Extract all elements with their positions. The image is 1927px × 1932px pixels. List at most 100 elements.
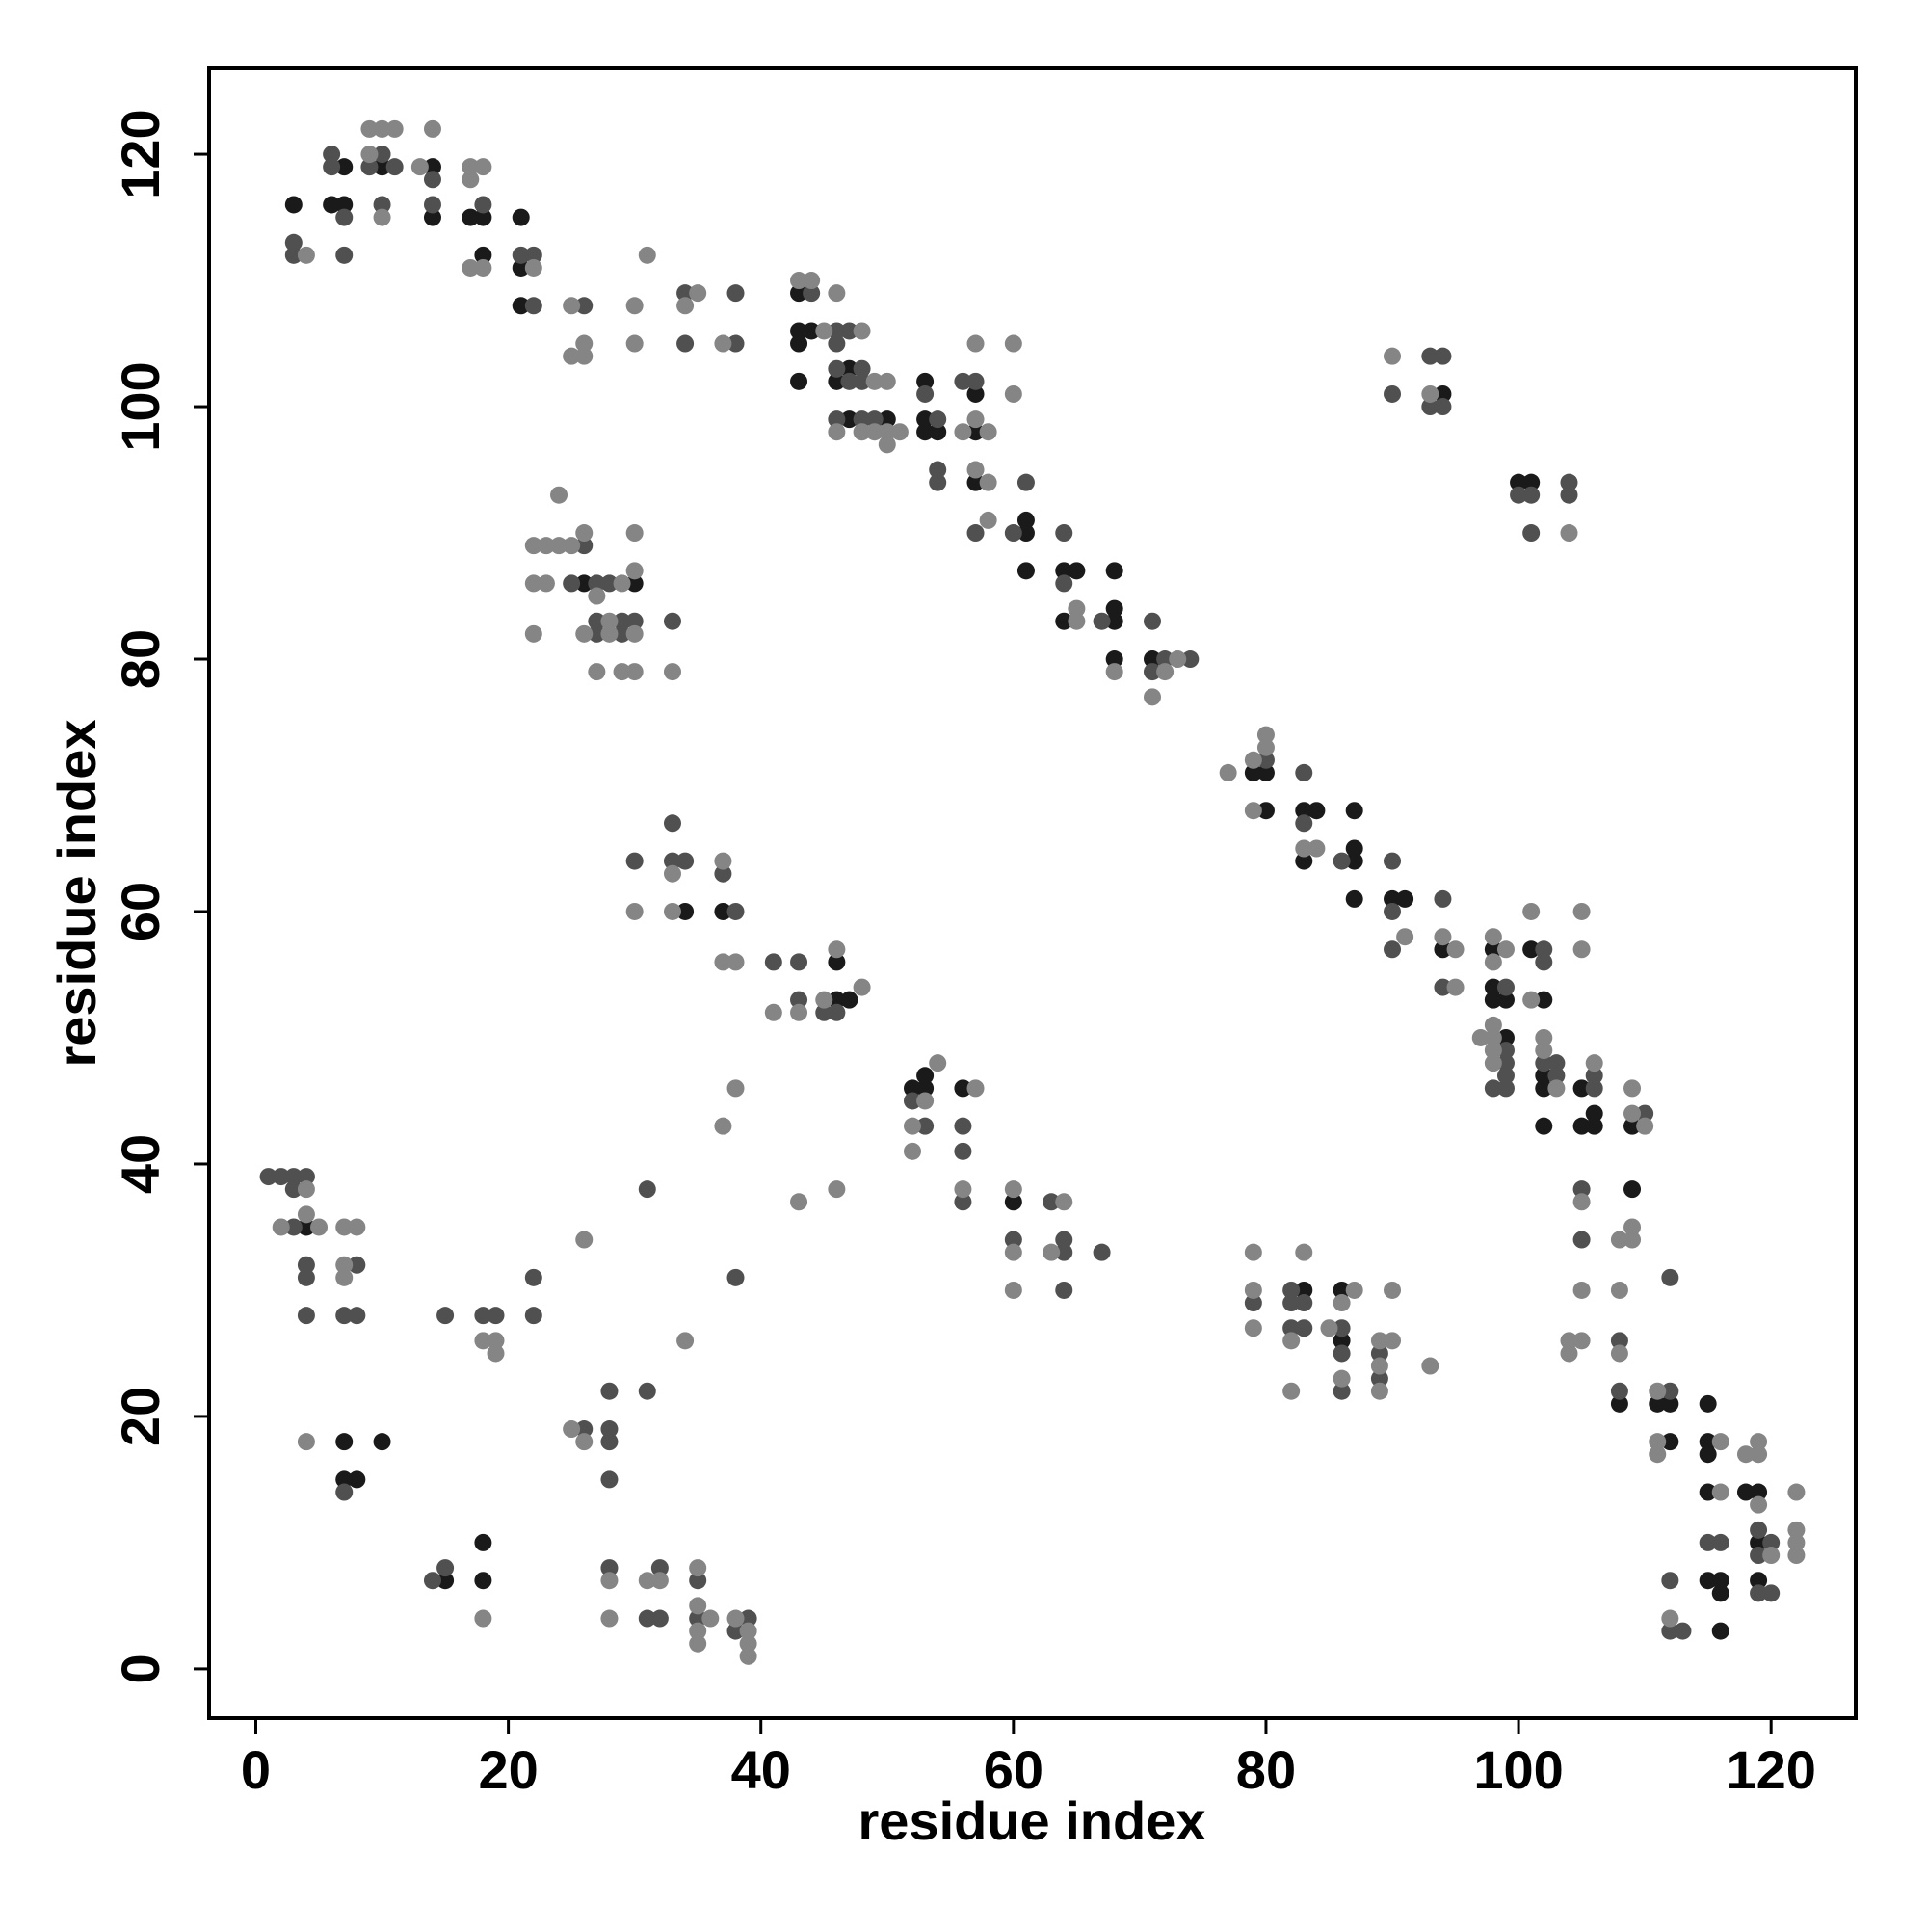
- contact-point: [1384, 889, 1402, 908]
- contact-point: [1295, 1281, 1313, 1299]
- contact-point: [1762, 1584, 1781, 1602]
- contact-point: [297, 1205, 315, 1224]
- contact-point: [1560, 1332, 1578, 1350]
- contact-point: [385, 119, 404, 138]
- contact-point: [966, 384, 985, 403]
- contact-point: [1055, 1243, 1073, 1261]
- contact-point: [524, 624, 542, 643]
- contact-point: [1661, 1394, 1679, 1413]
- contact-point: [1787, 1547, 1806, 1565]
- contact-point: [588, 574, 606, 593]
- contact-point: [1345, 1281, 1363, 1299]
- contact-point: [474, 196, 492, 214]
- contact-point: [423, 158, 441, 176]
- contact-point: [1333, 1344, 1351, 1363]
- contact-point: [1384, 940, 1402, 959]
- contact-point: [1610, 1382, 1628, 1400]
- contact-point: [524, 246, 542, 264]
- contact-point: [1256, 751, 1275, 769]
- contact-point: [1623, 1104, 1642, 1123]
- contact-point: [1636, 1117, 1654, 1135]
- contact-point: [1004, 1231, 1022, 1249]
- contact-point: [524, 1268, 542, 1286]
- contact-point: [1004, 1180, 1022, 1199]
- contact-point: [474, 1332, 492, 1350]
- contact-point: [790, 372, 808, 390]
- contact-point: [423, 119, 441, 138]
- contact-point: [726, 284, 745, 303]
- contact-point: [916, 372, 935, 390]
- contact-point: [1484, 1042, 1502, 1060]
- contact-point: [764, 953, 782, 971]
- contact-point: [1522, 940, 1541, 959]
- contact-point: [966, 461, 985, 479]
- contact-point: [1750, 1445, 1768, 1464]
- contact-point: [1484, 928, 1502, 946]
- contact-point: [1787, 1533, 1806, 1551]
- contact-point: [1484, 1054, 1502, 1072]
- contact-point: [625, 297, 644, 315]
- contact-point: [1384, 384, 1402, 403]
- contact-point: [1750, 1547, 1768, 1565]
- contact-point: [335, 158, 354, 176]
- contact-point: [1661, 1572, 1679, 1590]
- contact-point: [259, 1168, 277, 1186]
- contact-point: [815, 991, 833, 1009]
- contact-point: [1333, 1319, 1351, 1337]
- contact-point: [676, 1332, 695, 1350]
- contact-point: [650, 1559, 669, 1577]
- contact-point: [916, 1092, 935, 1110]
- contact-point: [853, 423, 871, 441]
- x-tick-label: 120: [1726, 1739, 1815, 1800]
- contact-point: [1484, 940, 1502, 959]
- contact-point: [1699, 1483, 1717, 1501]
- contact-point: [1750, 1433, 1768, 1451]
- contact-point: [335, 1307, 354, 1325]
- contact-point: [284, 246, 303, 264]
- contact-point: [1055, 1193, 1073, 1211]
- contact-point: [903, 1117, 921, 1135]
- contact-point: [385, 158, 404, 176]
- contact-point: [638, 1609, 656, 1628]
- contact-point: [1282, 1281, 1301, 1299]
- contact-point: [689, 1622, 707, 1640]
- x-axis-title: residue index: [858, 1790, 1205, 1851]
- contact-point: [1750, 1521, 1768, 1539]
- contact-point: [323, 158, 341, 176]
- contact-point: [625, 334, 644, 353]
- contact-point: [726, 1622, 745, 1640]
- contact-point: [474, 1572, 492, 1590]
- contact-point: [1711, 1622, 1729, 1640]
- contact-point: [1750, 1584, 1768, 1602]
- contact-point: [575, 524, 594, 543]
- contact-point: [1295, 1319, 1313, 1337]
- contact-point: [764, 1003, 782, 1021]
- contact-point: [335, 208, 354, 226]
- contact-point: [966, 473, 985, 491]
- contact-point: [1762, 1533, 1781, 1551]
- contact-point: [1572, 1079, 1591, 1098]
- contact-point: [790, 334, 808, 353]
- y-tick-label: 100: [110, 361, 171, 451]
- contact-point: [600, 624, 619, 643]
- contact-point: [272, 1168, 290, 1186]
- contact-point: [979, 511, 997, 529]
- contact-point: [1256, 802, 1275, 820]
- contact-point: [512, 297, 530, 315]
- contact-point: [1295, 852, 1313, 870]
- contact-point: [373, 1433, 391, 1451]
- contact-point: [284, 196, 303, 214]
- contact-point: [474, 246, 492, 264]
- contact-point: [1345, 889, 1363, 908]
- contact-point: [1345, 802, 1363, 820]
- contact-point: [1307, 802, 1326, 820]
- contact-point: [790, 1193, 808, 1211]
- contact-point: [1496, 1054, 1515, 1072]
- x-tick-label: 80: [1236, 1739, 1296, 1800]
- contact-point: [1282, 1294, 1301, 1312]
- contact-point: [1333, 1369, 1351, 1388]
- contact-point: [323, 196, 341, 214]
- contact-point: [284, 1168, 303, 1186]
- contact-point: [1762, 1547, 1781, 1565]
